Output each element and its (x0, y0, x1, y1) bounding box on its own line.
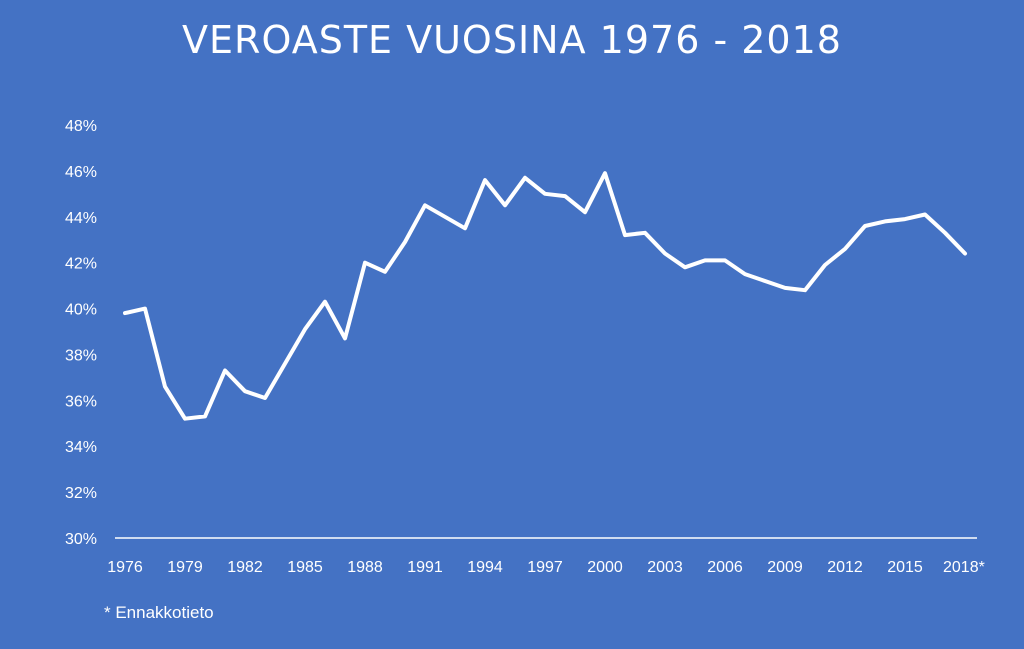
y-tick-label: 44% (65, 210, 97, 227)
y-tick-label: 34% (65, 439, 97, 456)
x-tick-label: 2018* (943, 559, 985, 576)
y-tick-label: 46% (65, 164, 97, 181)
y-tick-label: 40% (65, 302, 97, 319)
x-tick-label: 2000 (587, 559, 623, 576)
series-line (123, 171, 967, 421)
x-tick-label: 2012 (827, 559, 863, 576)
x-tick-label: 2009 (767, 559, 803, 576)
x-tick-label: 1991 (407, 559, 443, 576)
y-tick-label: 38% (65, 347, 97, 364)
y-tick-label: 30% (65, 531, 97, 548)
y-tick-label: 36% (65, 393, 97, 410)
x-tick-label: 1979 (167, 559, 203, 576)
y-tick-label: 42% (65, 256, 97, 273)
x-tick-label: 2003 (647, 559, 683, 576)
footnote: * Ennakkotieto (104, 603, 214, 622)
x-tick-label: 1982 (227, 559, 263, 576)
chart-title: VEROASTE VUOSINA 1976 - 2018 (182, 18, 842, 62)
x-tick-label: 1976 (107, 559, 143, 576)
y-tick-label: 48% (65, 118, 97, 135)
x-tick-label: 1988 (347, 559, 383, 576)
x-tick-label: 2015 (887, 559, 923, 576)
x-tick-label: 2006 (707, 559, 743, 576)
x-tick-label: 1997 (527, 559, 563, 576)
x-tick-label: 1985 (287, 559, 323, 576)
x-tick-label: 1994 (467, 559, 503, 576)
y-tick-label: 32% (65, 485, 97, 502)
